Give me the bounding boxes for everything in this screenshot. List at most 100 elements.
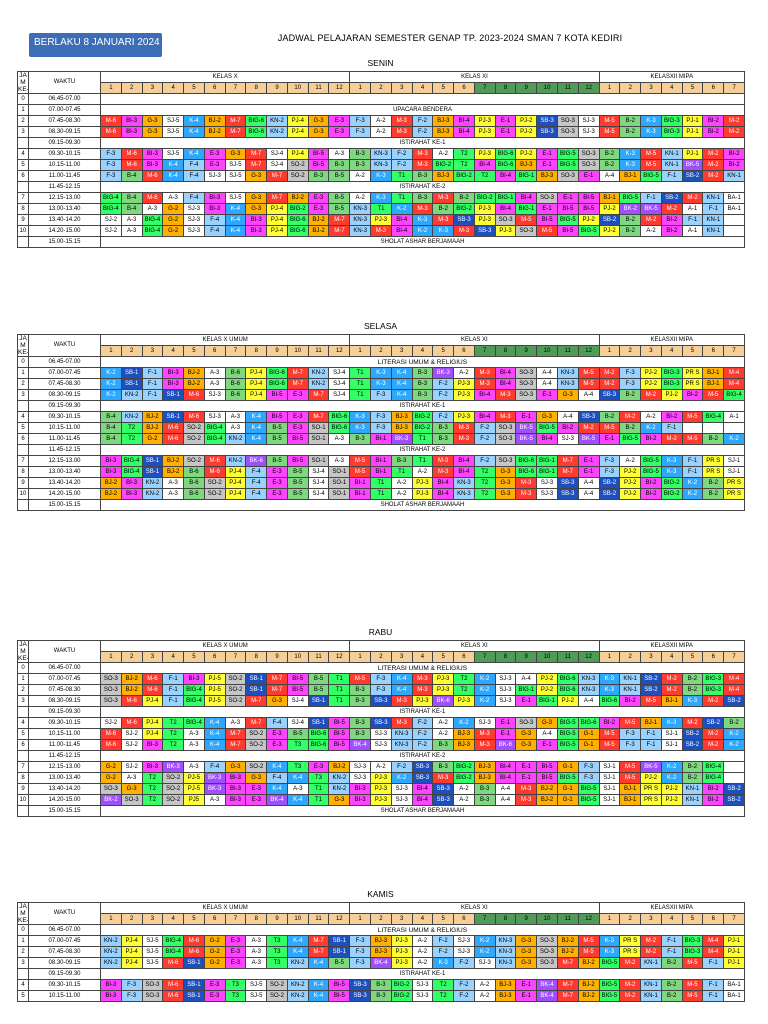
subject-cell: F-2 <box>453 957 475 969</box>
subject-cell: T1 <box>349 367 371 379</box>
subject-cell: F-4 <box>245 488 268 500</box>
class-number: 5 <box>432 651 455 663</box>
subject-cell: B-2 <box>432 203 455 215</box>
subject-cell: KN-1 <box>702 225 725 237</box>
subject-cell: M-3 <box>453 422 475 434</box>
time-cell: 07.00-07.45 <box>28 104 101 116</box>
jam-cell: 7 <box>17 192 29 204</box>
subject-cell: BJ-3 <box>473 772 496 784</box>
class-number: 2 <box>120 345 143 357</box>
subject-cell: K-3 <box>619 159 642 171</box>
subject-cell: BI-4 <box>536 433 558 445</box>
subject-cell: SB-1 <box>183 990 205 1002</box>
subject-cell: SJ-5 <box>141 957 164 969</box>
subject-cell: SJ-5 <box>224 159 247 171</box>
subject-cell: M-5 <box>619 761 642 773</box>
subject-cell: M-4 <box>723 367 745 379</box>
subject-cell: A-2 <box>370 115 392 127</box>
time-cell: 10.15-11.00 <box>28 990 101 1002</box>
subject-cell: BI-3 <box>120 115 143 127</box>
subject-cell: PJ-2 <box>640 772 662 784</box>
jam-cell: 9 <box>17 477 29 489</box>
class-number: 3 <box>640 82 662 94</box>
subject-cell: BI-5 <box>577 203 600 215</box>
subject-cell: K-4 <box>224 203 247 215</box>
subject-cell: G-2 <box>100 772 122 784</box>
subject-cell: SO-3 <box>515 378 538 390</box>
class-number: 2 <box>120 913 143 925</box>
subject-cell: SJ-3 <box>183 203 205 215</box>
subject-cell: M-3 <box>515 488 538 500</box>
subject-cell: SJ-3 <box>203 411 226 423</box>
subject-cell: B-4 <box>100 433 122 445</box>
jam-cell: 1 <box>17 935 29 947</box>
class-number: 5 <box>183 345 205 357</box>
subject-cell: M-5 <box>681 411 704 423</box>
subject-cell: E-1 <box>536 739 558 751</box>
subject-cell: G-3 <box>224 148 247 160</box>
subject-cell: BK-5 <box>515 433 538 445</box>
subject-cell: A-3 <box>245 935 268 947</box>
subject-cell: SB-3 <box>453 214 475 226</box>
schedule-row: 9 13.40-14.20 SJ-2 A-3 BIG-4 G-2 SJ-3 F-4 K-4 BI-… <box>17 214 746 226</box>
schedule-row: 10 14.20-15.00 BJ-2 BI-3 KN-2 A-3 B-6 SO-2 PJ-4 F… <box>17 488 745 500</box>
time-cell: 09.30-10.15 <box>28 717 101 729</box>
class-number: 6 <box>702 345 725 357</box>
subject-cell: KN-3 <box>370 159 392 171</box>
waktu-header: WAKTU <box>28 334 101 357</box>
subject-cell: BK-4 <box>369 957 392 969</box>
subject-cell: F-2 <box>473 455 496 467</box>
subject-cell: B-2 <box>681 673 704 685</box>
subject-cell: F-3 <box>349 126 372 138</box>
jam-cell: 9 <box>17 783 29 795</box>
class-number: 7 <box>224 651 247 663</box>
subject-cell: K-2 <box>473 946 496 958</box>
subject-cell: M-3 <box>411 148 434 160</box>
subject-cell: T1 <box>369 488 392 500</box>
subject-cell: BIG-3 <box>702 684 725 696</box>
subject-cell: E-1 <box>494 717 517 729</box>
subject-cell: K-3 <box>598 946 621 958</box>
subject-cell: F-4 <box>183 192 205 204</box>
subject-cell: G-2 <box>162 225 185 237</box>
subject-cell: SJ-2 <box>100 717 122 729</box>
subject-cell: A-3 <box>120 225 143 237</box>
subject-cell: SB-3 <box>556 477 579 489</box>
subject-cell: PJ-3 <box>453 378 475 390</box>
subject-cell: BIG-4 <box>702 411 725 423</box>
subject-cell: T1 <box>328 673 351 685</box>
subject-cell: T3 <box>286 739 309 751</box>
subject-cell: M-5 <box>577 946 600 958</box>
subject-cell: G-1 <box>577 728 600 740</box>
subject-cell: M-5 <box>619 717 642 729</box>
subject-cell: M-7 <box>266 684 288 696</box>
jam-cell <box>17 181 29 193</box>
subject-cell: F-1 <box>660 946 683 958</box>
subject-cell: SB-1 <box>245 673 268 685</box>
subject-cell: M-3 <box>494 411 517 423</box>
schedule-row: 5 10.15-11.00 BI-3 F-3 SO-3 M-6 SB-1 E-3 T3 SJ-5 S… <box>17 990 745 1002</box>
subject-cell: M-2 <box>660 433 683 445</box>
subject-cell: BIG-4 <box>702 761 725 773</box>
time-cell: 09.15-09.30 <box>28 400 101 412</box>
class-number: 11 <box>307 82 330 94</box>
subject-cell: F-3 <box>369 422 392 434</box>
class-number: 1 <box>100 913 122 925</box>
waktu-header: WAKTU <box>28 640 101 663</box>
subject-cell: KN-3 <box>556 367 579 379</box>
subject-cell: BJ-2 <box>183 367 205 379</box>
schedule-row: 6 11.00-11.45 M-6 SJ-2 BI-3 T2 A-3 K-4 M-7 SO-2 E-… <box>17 739 745 751</box>
subject-cell: SO-1 <box>307 433 330 445</box>
subject-cell: K-3 <box>432 225 455 237</box>
subject-cell: BIG-3 <box>660 378 683 390</box>
subject-cell: F-2 <box>411 739 434 751</box>
class-number: 12 <box>577 651 600 663</box>
class-number: 10 <box>286 913 309 925</box>
section-label: SHOLAT ASHAR BERJAMAAH <box>99 236 746 248</box>
subject-cell: B-2 <box>660 957 683 969</box>
subject-cell: M-2 <box>640 935 662 947</box>
subject-cell: M-5 <box>640 148 662 160</box>
subject-cell: T2 <box>432 979 455 991</box>
time-cell: 06.45-07.00 <box>28 93 101 105</box>
subject-cell: KN-2 <box>286 990 309 1002</box>
